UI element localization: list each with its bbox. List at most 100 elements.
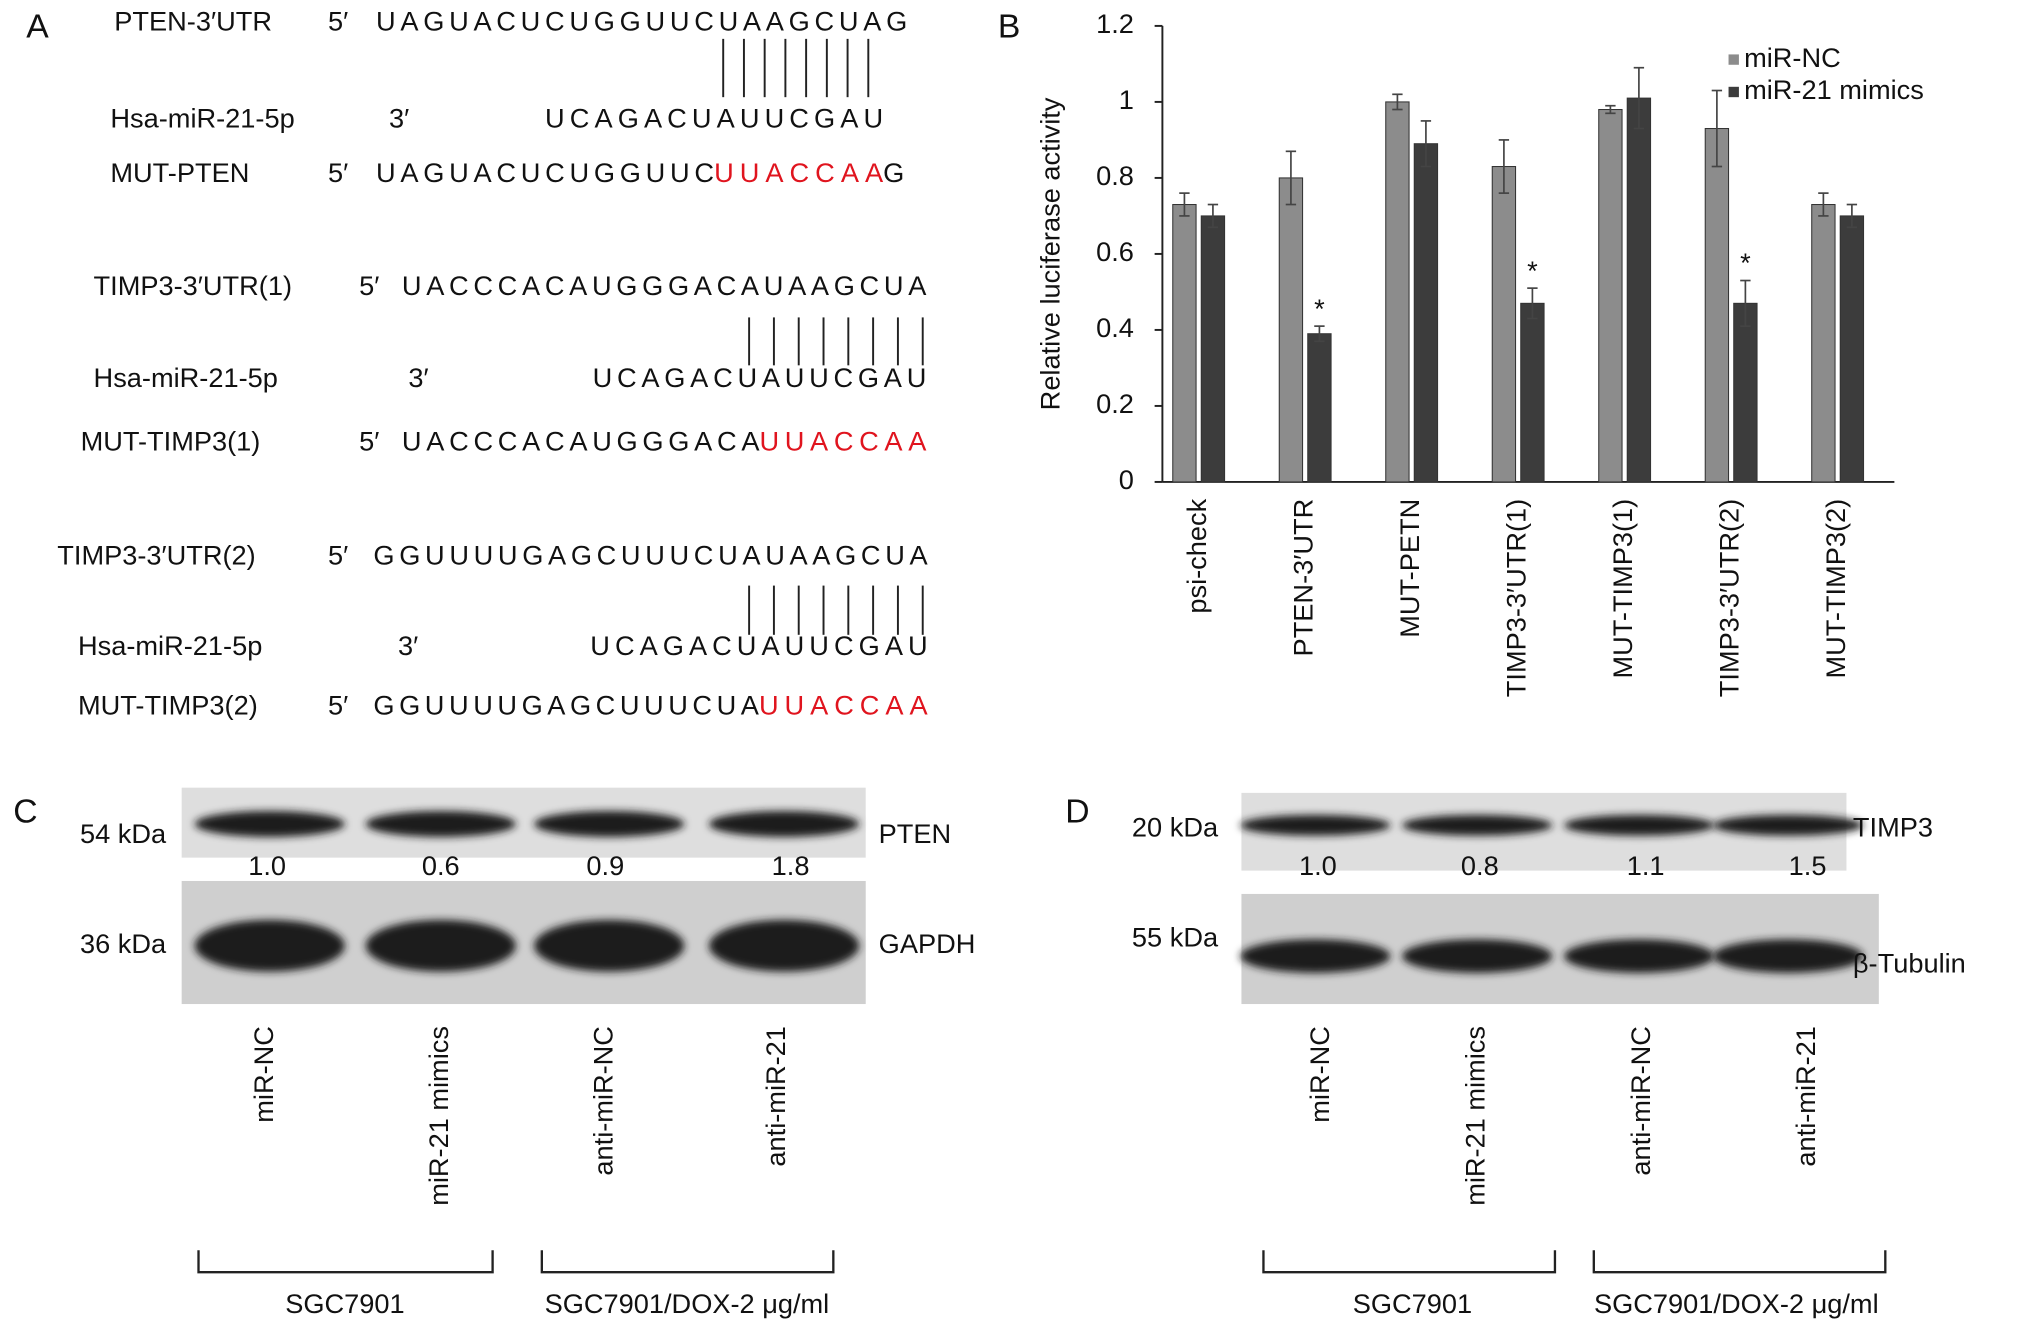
error-bar: [1527, 287, 1538, 320]
sequence-label: TIMP3-3′UTR(1): [94, 270, 292, 301]
x-tick-label: MUT-TIMP3(2): [1820, 499, 1851, 679]
x-tick-label: TIMP3-3′UTR(2): [1713, 499, 1744, 697]
protein-label: PTEN: [879, 818, 952, 849]
y-axis-label: Relative luciferase activity: [1034, 97, 1065, 410]
blot-band: [708, 919, 860, 972]
bar: [1491, 166, 1517, 483]
band-quantification: 0.9: [586, 850, 624, 881]
x-tick-label: PTEN-3′UTR: [1287, 499, 1318, 657]
blot-band: [1564, 814, 1715, 836]
bar: [1520, 302, 1545, 483]
bar: [1278, 177, 1304, 483]
molecular-weight: 54 kDa: [80, 818, 167, 849]
legend-swatch: [1728, 54, 1739, 65]
bar: [1704, 127, 1730, 483]
x-tick-label: MUT-PETN: [1394, 499, 1425, 638]
x-tick-label: TIMP3-3′UTR(1): [1500, 499, 1531, 697]
blot-band: [365, 811, 516, 837]
blot-band: [1402, 939, 1553, 973]
y-tick-label: 1: [1119, 84, 1134, 115]
strand-end: 3′: [389, 103, 409, 134]
bar: [1733, 302, 1758, 483]
strand-end: 3′: [408, 362, 428, 393]
group-bracket: [197, 1250, 494, 1274]
lane-label: miR-NC: [1304, 1026, 1335, 1123]
blot-band: [194, 919, 345, 972]
group-bracket: [540, 1250, 835, 1274]
error-bar: [1711, 89, 1723, 168]
band-quantification: 1.8: [772, 850, 810, 881]
error-bar: [1605, 104, 1616, 115]
bar: [1626, 97, 1652, 483]
sequence-label: Hsa-miR-21-5p: [110, 103, 294, 134]
blot-band: [534, 919, 685, 972]
sequence-label: MUT-PTEN: [110, 157, 249, 188]
error-bar: [1207, 203, 1219, 229]
strand-end: 5′: [328, 6, 348, 37]
mutated-sequence: UUACCAA: [714, 157, 884, 188]
group-label: SGC7901/DOX-2 μg/ml: [1594, 1288, 1879, 1319]
sequence-tail: G: [883, 157, 904, 188]
sequence: UAGUACUCUGGUUC: [376, 157, 714, 188]
protein-label: GAPDH: [879, 928, 976, 959]
sequence: GGUUUUGAGCUUUCUA: [373, 690, 759, 721]
lane-label: anti-miR-21: [760, 1026, 791, 1167]
significance-mark: *: [1314, 293, 1325, 324]
mutated-sequence: UUACCAA: [759, 690, 929, 721]
group-label: SGC7901: [1353, 1288, 1472, 1319]
protein-label: TIMP3: [1853, 811, 1933, 842]
legend-label: miR-NC: [1744, 42, 1841, 73]
blot-band: [708, 811, 860, 837]
sequence-label: TIMP3-3′UTR(2): [57, 539, 255, 570]
molecular-weight: 20 kDa: [1132, 811, 1219, 842]
legend-swatch: [1728, 86, 1739, 98]
error-bar: [1392, 93, 1403, 111]
bar: [1598, 108, 1623, 483]
lane-label: anti-miR-NC: [1625, 1026, 1656, 1176]
sequence: UCAGACUAUUCGAU: [590, 630, 927, 661]
lane-label: miR-21 mimics: [423, 1026, 454, 1206]
error-bar: [1740, 279, 1751, 327]
strand-end: 3′: [398, 630, 418, 661]
y-tick-label: 0.6: [1096, 236, 1134, 267]
protein-label: β-Tubulin: [1853, 947, 1966, 978]
sequence: UCAGACUAUUCGAU: [593, 362, 927, 393]
band-quantification: 0.8: [1461, 850, 1499, 881]
lane-label: miR-NC: [248, 1026, 279, 1123]
group-label: SGC7901/DOX-2 μg/ml: [545, 1288, 830, 1319]
panel-label: A: [26, 8, 49, 45]
strand-end: 5′: [328, 690, 348, 721]
blot-band: [194, 811, 345, 837]
blot-band: [1402, 814, 1553, 836]
panel-label: D: [1065, 793, 1089, 830]
y-tick-label: 1.2: [1096, 8, 1134, 39]
bar: [1200, 215, 1226, 483]
error-bar: [1314, 325, 1325, 343]
sequence-label: MUT-TIMP3(2): [78, 690, 258, 721]
band-quantification: 1.0: [1299, 850, 1337, 881]
error-bar: [1846, 203, 1858, 229]
sequence-label: PTEN-3′UTR: [114, 6, 272, 37]
error-bar: [1498, 139, 1510, 194]
panel-label: C: [13, 793, 37, 830]
band-quantification: 1.1: [1627, 850, 1665, 881]
sequence: GGUUUUGAGCUUUCUAUAAGCUA: [373, 539, 928, 570]
y-tick-label: 0.2: [1096, 388, 1134, 419]
panel-label: B: [998, 8, 1020, 45]
bar: [1385, 101, 1410, 483]
sequence: UCAGACUAUUCGAU: [545, 103, 883, 134]
strand-end: 5′: [328, 539, 348, 570]
group-bracket: [1592, 1250, 1887, 1274]
band-quantification: 0.6: [422, 850, 460, 881]
blot-band: [1713, 939, 1864, 973]
sequence-label: Hsa-miR-21-5p: [94, 362, 278, 393]
error-bar: [1179, 192, 1190, 217]
blot-band: [534, 811, 685, 837]
legend-label: miR-21 mimics: [1744, 74, 1924, 105]
bar: [1172, 204, 1197, 483]
band-quantification: 1.0: [248, 850, 286, 881]
molecular-weight: 36 kDa: [80, 928, 167, 959]
y-tick-label: 0.4: [1096, 312, 1134, 343]
sequence: UACCCACAUGGGACA: [402, 425, 760, 456]
